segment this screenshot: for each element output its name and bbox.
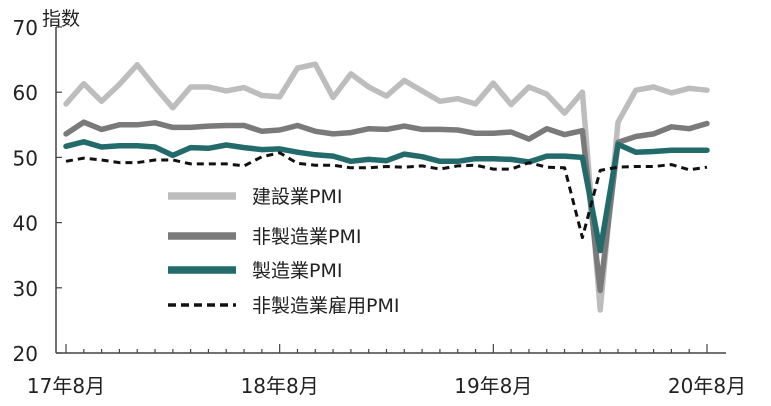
x-tick-label: 19年8月 bbox=[454, 374, 532, 398]
y-tick-label: 50 bbox=[13, 146, 38, 170]
series-line-1 bbox=[63, 61, 710, 313]
legend: 建設業PMI 非製造業PMI 製造業PMI 非製造業雇用PMI bbox=[168, 186, 399, 317]
series-line-3 bbox=[63, 139, 710, 254]
legend-label-3: 製造業PMI bbox=[252, 260, 342, 282]
y-axis-label: 指数 bbox=[42, 8, 80, 30]
x-tick-label: 17年8月 bbox=[27, 374, 105, 398]
x-tick-label: 20年8月 bbox=[668, 374, 746, 398]
series-line-2 bbox=[63, 119, 710, 294]
legend-label-4: 非製造業雇用PMI bbox=[252, 295, 399, 317]
legend-label-1: 建設業PMI bbox=[252, 186, 342, 208]
legend-label-2: 非製造業PMI bbox=[252, 226, 361, 248]
x-tick-label: 18年8月 bbox=[241, 374, 319, 398]
y-tick-label: 20 bbox=[13, 342, 38, 366]
y-tick-label: 40 bbox=[13, 212, 38, 236]
series-layer bbox=[63, 61, 710, 313]
y-tick-label: 30 bbox=[13, 277, 38, 301]
series-line-4 bbox=[65, 151, 708, 240]
y-tick-label: 70 bbox=[13, 16, 38, 40]
y-tick-label: 60 bbox=[13, 81, 38, 105]
axes: 20 30 40 50 60 70 17年8月 18年8月 19年8月 20年8月 bbox=[13, 16, 747, 398]
